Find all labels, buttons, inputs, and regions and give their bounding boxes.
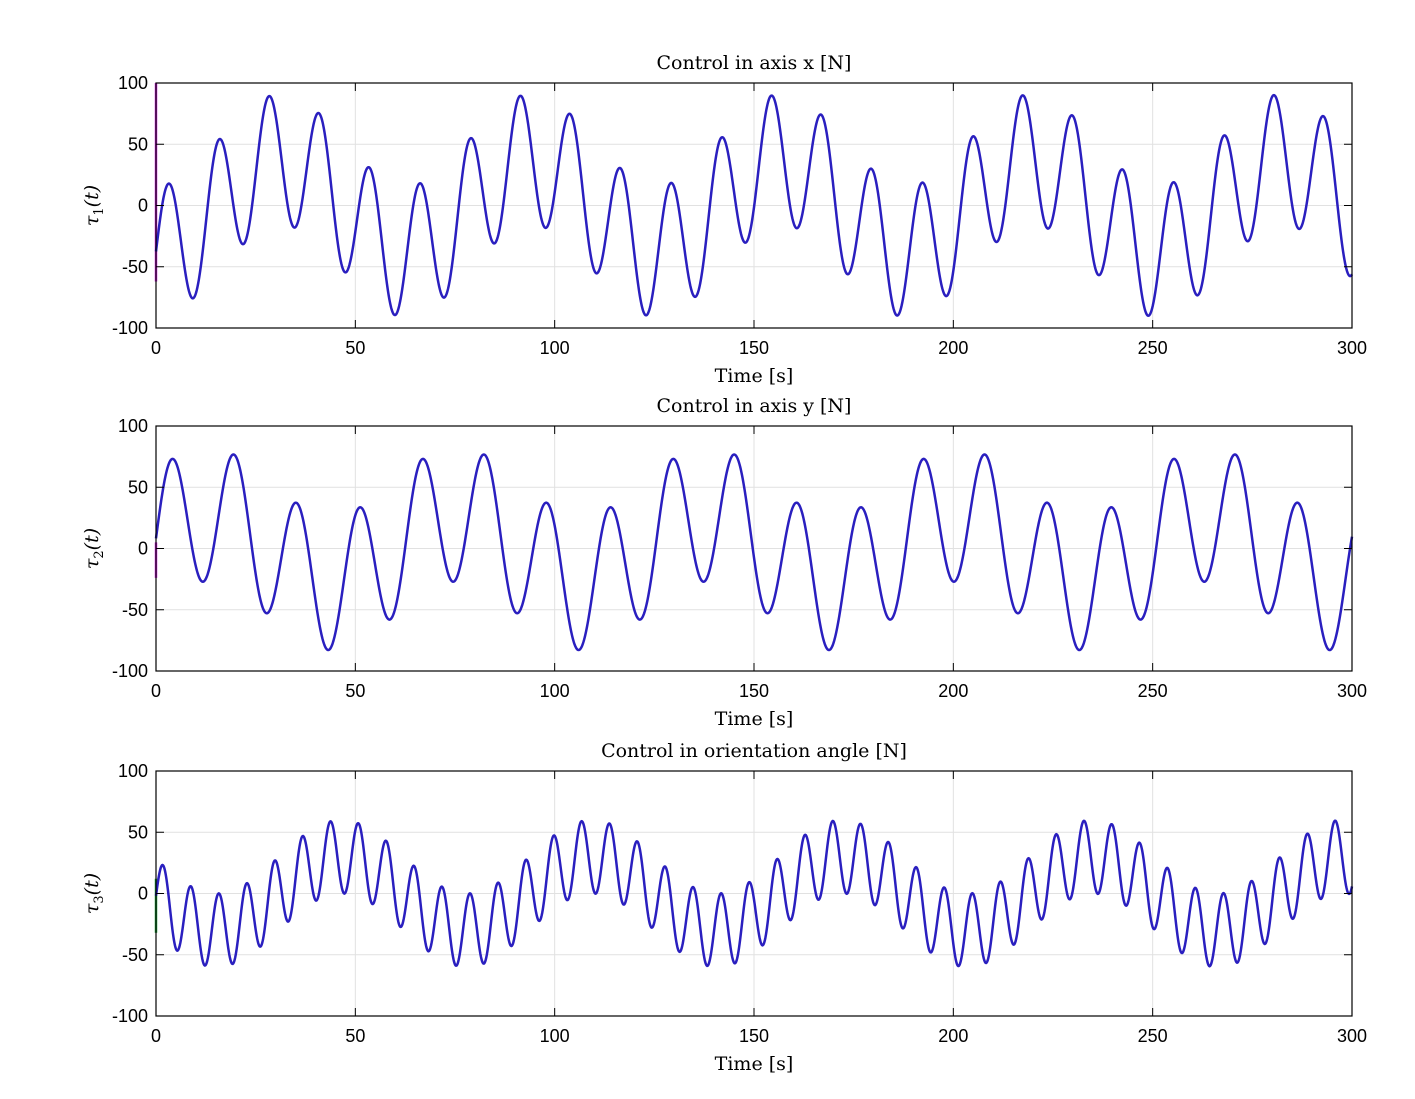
y-label-tail: (t) [81,873,103,895]
y-tick-label: -100 [112,318,148,338]
y-label-tail: (t) [81,185,103,207]
y-label-subscript: 1 [92,207,107,215]
x-tick-label: 300 [1337,1026,1367,1046]
y-tick-label: 0 [138,884,148,904]
y-tick-label: -50 [122,945,148,965]
x-tick-label: 50 [345,1026,365,1046]
y-label-subscript: 2 [92,550,107,558]
y-axis-label: τ3(t) [81,873,107,914]
y-tick-label: -50 [122,257,148,277]
y-tick-label: 100 [118,761,148,781]
y-label-symbol: τ [81,215,103,226]
x-tick-label: 50 [345,681,365,701]
x-tick-label: 0 [151,681,161,701]
control-line [154,819,1354,968]
x-tick-label: 150 [739,338,769,358]
y-tick-label: 50 [128,134,148,154]
x-tick-label: 200 [938,1026,968,1046]
x-tick-label: 100 [540,681,570,701]
x-tick-label: 250 [1138,1026,1168,1046]
y-tick-label: 100 [118,416,148,436]
y-tick-label: -50 [122,600,148,620]
subplot-2: 0 50 100 150 200 250 300 100 50 0 -50 -100 Control i… [81,395,1367,730]
y-tick-label: 50 [128,477,148,497]
x-tick-label: 300 [1337,681,1367,701]
x-tick-label: 250 [1138,338,1168,358]
y-label-subscript: 3 [92,895,107,903]
y-label-symbol: τ [81,558,103,569]
chart-title: Control in axis x [N] [657,52,852,74]
x-tick-label: 150 [739,681,769,701]
y-tick-label: 50 [128,822,148,842]
y-tick-label: -100 [112,661,148,681]
control-line [154,93,1354,318]
x-tick-label: 200 [938,338,968,358]
x-axis-label: Time [s] [715,708,794,730]
x-tick-label: 150 [739,1026,769,1046]
y-axis-label: τ2(t) [81,528,107,569]
y-tick-label: 0 [138,196,148,216]
y-label-tail: (t) [81,528,103,550]
y-axis-label: τ1(t) [81,185,107,226]
chart-title: Control in axis y [N] [657,395,852,417]
chart-title: Control in orientation angle [N] [601,740,907,762]
x-tick-label: 0 [151,1026,161,1046]
x-tick-label: 0 [151,338,161,358]
x-tick-label: 250 [1138,681,1168,701]
x-tick-label: 100 [540,338,570,358]
y-label-symbol: τ [81,903,103,914]
x-axis-label: Time [s] [715,1053,794,1075]
x-tick-label: 300 [1337,338,1367,358]
y-tick-label: 100 [118,73,148,93]
control-line [154,453,1354,652]
x-axis-label: Time [s] [715,365,794,387]
x-tick-label: 200 [938,681,968,701]
y-tick-label: 0 [138,539,148,559]
y-tick-label: -100 [112,1006,148,1026]
subplot-3: 0 50 100 150 200 250 300 100 50 0 -50 -100 Control i… [81,740,1367,1075]
x-tick-label: 50 [345,338,365,358]
subplot-1: 0 50 100 150 200 250 300 100 50 0 -50 -100 Control i… [81,52,1367,387]
x-tick-label: 100 [540,1026,570,1046]
